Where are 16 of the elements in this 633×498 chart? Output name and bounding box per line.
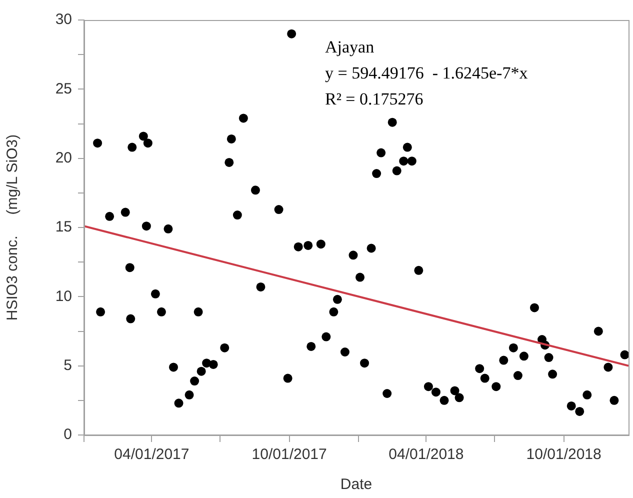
x-tick-label: 04/01/2018 — [388, 446, 464, 464]
annotation: Ajayan — [325, 37, 375, 56]
y-tick-label: 20 — [55, 149, 72, 166]
x-axis-title: Date — [340, 476, 372, 494]
y-tick-label: 15 — [55, 218, 72, 236]
x-tick-label: 10/01/2017 — [252, 446, 327, 464]
y-tick-label: 0 — [64, 426, 72, 444]
x-tick-label: 04/01/2017 — [114, 446, 190, 464]
y-tick-label: 25 — [55, 80, 72, 98]
annotation: R² = 0.175276 — [325, 89, 424, 108]
y-tick-label: 30 — [55, 11, 72, 28]
y-tick-label: 10 — [55, 288, 72, 305]
annotation: y = 594.49176 - 1.6245e-7*x — [325, 63, 528, 82]
y-axis-title: HSIO3 conc. (mg/L SiO3) — [4, 134, 22, 321]
y-tick-label: 5 — [64, 356, 72, 374]
x-tick-label: 10/01/2018 — [526, 446, 602, 464]
